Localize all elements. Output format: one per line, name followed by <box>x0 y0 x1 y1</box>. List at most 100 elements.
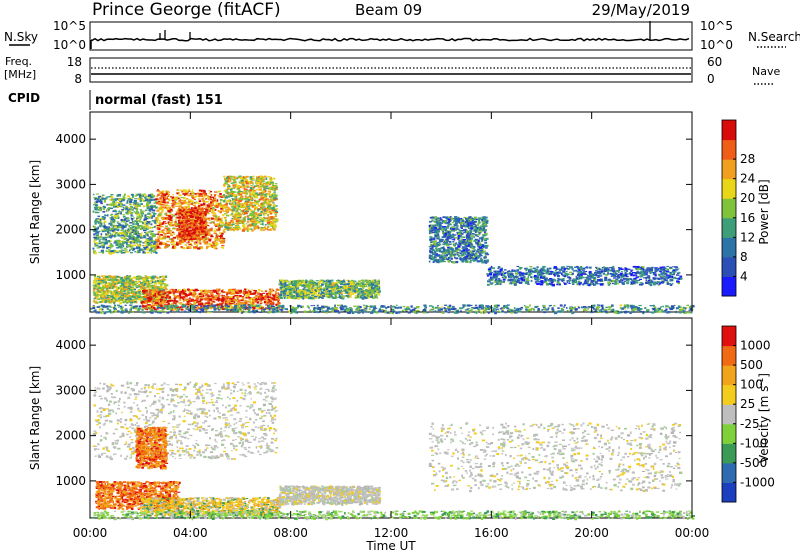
power-echo-cell <box>122 249 125 251</box>
power-echo-cell <box>202 239 206 241</box>
power-echo-cell <box>203 202 206 206</box>
power-echo-cell <box>198 296 202 299</box>
power-echo-cell <box>189 192 192 195</box>
power-echo-cell <box>97 283 101 285</box>
power-echo-cell <box>124 288 128 291</box>
power-echo-cell <box>111 280 114 283</box>
power-echo-cell <box>223 228 226 232</box>
power-echo-cell <box>126 280 129 282</box>
power-echo-cell <box>166 208 170 211</box>
power-echo-cell <box>122 206 125 208</box>
power-echo-cell <box>137 283 141 286</box>
power-echo-cell <box>134 198 138 200</box>
power-echo-cell <box>123 294 128 296</box>
power-echo-cell <box>117 287 120 289</box>
power-echo-cell <box>231 182 235 184</box>
power-echo-cell <box>180 222 184 224</box>
power-echo-cell <box>138 244 142 247</box>
power-echo-cell <box>96 282 101 284</box>
power-echo-cell <box>246 211 250 213</box>
power-echo-cell <box>246 220 250 223</box>
power-echo-cell <box>193 300 196 303</box>
power-echo-cell <box>261 184 264 187</box>
power-echo-cell <box>271 288 274 291</box>
power-echo-cell <box>228 200 232 203</box>
power-echo-cell <box>145 205 149 207</box>
power-echo-cell <box>202 294 205 297</box>
power-echo-cell <box>154 303 156 305</box>
power-echo-cell <box>226 187 231 190</box>
power-echo-cell <box>218 215 220 219</box>
power-echo-cell <box>181 242 184 244</box>
power-echo-cell <box>157 292 160 295</box>
power-echo-cell <box>220 224 224 227</box>
power-echo-cell <box>105 250 108 252</box>
power-echo-cell <box>186 230 191 233</box>
power-echo-cell <box>101 229 105 232</box>
power-echo-cell <box>150 214 152 217</box>
power-echo-cell <box>224 198 226 201</box>
power-echo-cell <box>275 212 279 214</box>
power-echo-cell <box>235 289 239 292</box>
power-echo-cell <box>128 294 131 297</box>
power-echo-cell <box>258 205 260 207</box>
power-echo-cell <box>273 216 275 218</box>
power-echo-cell <box>262 229 266 231</box>
power-echo-cell <box>134 226 137 229</box>
power-echo-cell <box>110 291 113 295</box>
power-echo-cell <box>102 236 105 239</box>
power-echo-cell <box>273 185 278 187</box>
power-echo-cell <box>154 221 157 224</box>
power-echo-cell <box>96 209 100 211</box>
power-echo-cell <box>170 299 173 302</box>
power-echo-cell <box>252 183 254 185</box>
power-echo-cell <box>196 217 200 220</box>
power-echo-cell <box>261 298 263 301</box>
power-echo-cell <box>116 247 120 249</box>
power-echo-cell <box>236 186 240 188</box>
power-echo-cell <box>111 235 115 237</box>
power-echo-cell <box>169 208 173 210</box>
power-echo-cell <box>120 300 123 302</box>
power-echo-cell <box>137 289 142 292</box>
power-echo-cell <box>213 300 216 303</box>
power-echo-cell <box>147 276 150 279</box>
power-echo-cell <box>263 217 266 220</box>
power-echo-cell <box>267 216 271 218</box>
power-echo-cell <box>227 297 231 299</box>
power-echo-cell <box>183 194 186 196</box>
power-echo-cell <box>187 288 190 291</box>
power-echo-cell <box>226 292 230 294</box>
power-echo-cell <box>168 291 171 294</box>
power-echo-cell <box>211 300 214 303</box>
power-echo-cell <box>148 208 152 211</box>
power-echo-cell <box>182 232 186 234</box>
power-echo-cell <box>232 215 236 217</box>
power-echo-cell <box>107 207 111 209</box>
power-echo-cell <box>226 209 231 211</box>
power-echo-cell <box>239 227 242 230</box>
power-echo-cell <box>101 217 105 221</box>
power-echo-cell <box>118 212 121 214</box>
power-echo-cell <box>225 301 229 304</box>
power-echo-cell <box>92 291 96 294</box>
power-echo-cell <box>131 279 135 282</box>
power-echo-cell <box>126 220 129 222</box>
power-echo-cell <box>150 196 153 199</box>
power-echo-cell <box>95 193 99 195</box>
power-echo-cell <box>204 303 207 306</box>
power-echo-cell <box>165 190 169 193</box>
power-echo-cell <box>249 176 253 179</box>
power-echo-cell <box>116 287 119 291</box>
power-echo-cell <box>166 228 168 231</box>
power-echo-cell <box>144 221 147 223</box>
power-echo-cell <box>152 214 156 218</box>
power-echo-cell <box>200 232 204 234</box>
power-echo-cell <box>227 184 230 186</box>
power-echo-cell <box>125 239 128 241</box>
power-echo-cell <box>158 191 162 194</box>
power-echo-cell <box>247 218 251 221</box>
power-echo-cell <box>93 301 98 303</box>
power-echo-cell <box>253 204 256 207</box>
power-echo-cell <box>98 276 101 279</box>
